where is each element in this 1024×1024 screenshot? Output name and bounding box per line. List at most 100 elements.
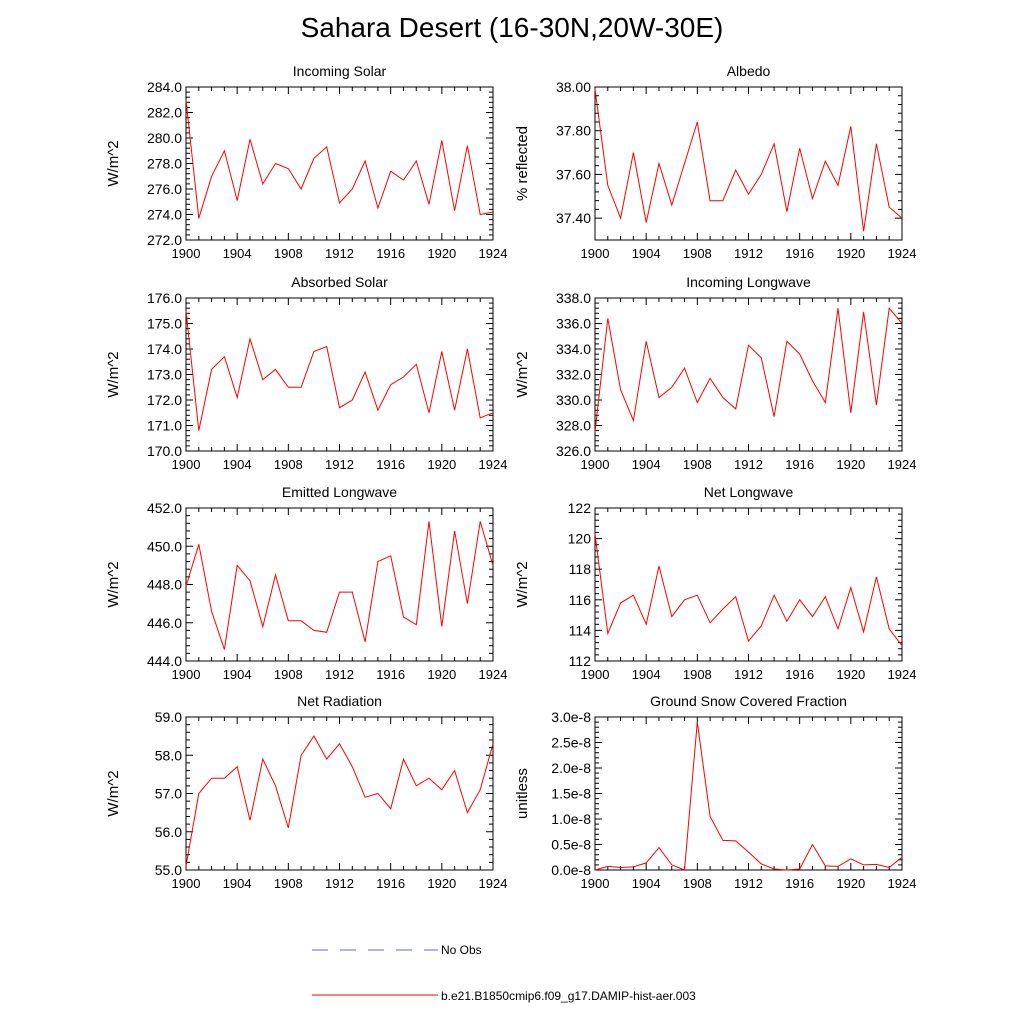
y-tick-label: 38.00 <box>556 79 591 95</box>
panel-title: Ground Snow Covered Fraction <box>650 693 847 709</box>
x-tick-label: 1908 <box>274 667 303 682</box>
x-tick-label: 1916 <box>785 876 814 891</box>
y-tick-label: 272.0 <box>147 232 182 248</box>
series-line <box>185 310 494 431</box>
x-tick-label: 1924 <box>888 246 917 261</box>
y-axis-label: W/m^2 <box>514 561 531 607</box>
y-tick-label: 282.0 <box>147 105 182 121</box>
y-tick-label: 58.0 <box>155 747 182 763</box>
y-tick-label: 118 <box>569 561 592 577</box>
y-tick-label: 332.0 <box>556 367 591 383</box>
y-tick-label: 116 <box>569 592 592 608</box>
series-line <box>594 89 903 232</box>
y-tick-label: 338.0 <box>556 290 591 306</box>
x-tick-label: 1900 <box>172 876 201 891</box>
y-tick-label: 2.5e-8 <box>551 735 591 751</box>
y-tick-label: 274.0 <box>147 207 182 223</box>
y-tick-label: 444.0 <box>147 653 182 669</box>
x-tick-label: 1924 <box>479 457 508 472</box>
x-tick-label: 1904 <box>223 457 252 472</box>
panel-title: Absorbed Solar <box>291 274 388 290</box>
x-tick-label: 1908 <box>683 876 712 891</box>
plot-frame <box>185 716 494 871</box>
y-tick-label: 120 <box>568 531 592 547</box>
panel-net-radiation: 1900 1904 1908 1912 1916 1920 1924 55.0 56.0 57.0… <box>105 693 507 891</box>
x-tick-label: 1924 <box>479 246 508 261</box>
y-tick-label: 452.0 <box>147 500 182 516</box>
panel-title: Net Longwave <box>704 484 794 500</box>
y-tick-label: 112 <box>569 653 592 669</box>
y-tick-label: 326.0 <box>556 443 591 459</box>
y-axis-label: W/m^2 <box>105 561 122 607</box>
x-tick-label: 1924 <box>888 457 917 472</box>
y-tick-label: 175.0 <box>147 316 182 332</box>
plot-frame <box>185 86 494 241</box>
x-tick-label: 1900 <box>581 667 610 682</box>
x-tick-label: 1912 <box>734 246 763 261</box>
x-tick-label: 1900 <box>581 457 610 472</box>
x-tick-label: 1908 <box>683 246 712 261</box>
panel-title: Emitted Longwave <box>282 484 397 500</box>
panel-title: Incoming Solar <box>293 63 387 79</box>
x-tick-label: 1912 <box>734 876 763 891</box>
y-tick-label: 173.0 <box>147 367 182 383</box>
y-tick-label: 336.0 <box>556 316 591 332</box>
x-tick-label: 1912 <box>325 457 354 472</box>
series-line <box>185 99 494 219</box>
y-tick-label: 55.0 <box>155 862 182 878</box>
x-tick-label: 1904 <box>632 246 661 261</box>
plot-frame <box>594 507 903 662</box>
legend-obs-swatch <box>312 949 438 951</box>
x-tick-label: 1920 <box>427 246 456 261</box>
y-tick-label: 57.0 <box>155 786 182 802</box>
x-tick-label: 1904 <box>223 667 252 682</box>
series-line <box>594 722 903 871</box>
y-tick-label: 278.0 <box>147 156 182 172</box>
y-tick-label: 276.0 <box>147 181 182 197</box>
panel-albedo: 1900 1904 1908 1912 1916 1920 1924 37.40 37.60 37… <box>514 63 916 261</box>
y-tick-label: 171.0 <box>147 418 182 434</box>
x-tick-label: 1916 <box>785 667 814 682</box>
x-tick-label: 1908 <box>274 457 303 472</box>
x-tick-label: 1908 <box>683 457 712 472</box>
y-tick-label: 37.60 <box>556 166 591 182</box>
legend-model-label: b.e21.B1850cmip6.f09_g17.DAMIP-hist-aer.… <box>441 989 696 1003</box>
series-line <box>185 735 494 867</box>
y-tick-label: 284.0 <box>147 79 182 95</box>
series-line <box>185 521 494 650</box>
y-axis-label: % reflected <box>514 126 531 201</box>
y-axis-label: unitless <box>514 768 531 819</box>
y-tick-label: 446.0 <box>147 615 182 631</box>
x-tick-label: 1920 <box>427 457 456 472</box>
panel-net-longwave: 1900 1904 1908 1912 1916 1920 1924 112 114 116 118… <box>514 484 916 682</box>
x-tick-label: 1904 <box>632 876 661 891</box>
x-tick-label: 1916 <box>785 457 814 472</box>
panel-ground-snow-covered-fraction: 1900 1904 1908 1912 1916 1920 1924 0.0e-8 0.5e-8… <box>514 693 916 891</box>
y-tick-label: 0.5e-8 <box>551 837 591 853</box>
x-tick-label: 1904 <box>223 246 252 261</box>
panel-incoming-longwave: 1900 1904 1908 1912 1916 1920 1924 326.0 328.0 33… <box>514 274 916 472</box>
y-tick-label: 330.0 <box>556 392 591 408</box>
x-tick-label: 1924 <box>479 876 508 891</box>
x-tick-label: 1924 <box>888 876 917 891</box>
x-tick-label: 1912 <box>325 876 354 891</box>
x-tick-label: 1904 <box>632 457 661 472</box>
x-tick-label: 1916 <box>376 667 405 682</box>
page-title: Sahara Desert (16-30N,20W-30E) <box>300 12 724 43</box>
x-tick-label: 1900 <box>172 457 201 472</box>
x-tick-label: 1908 <box>274 876 303 891</box>
legend-model-swatch <box>312 994 438 996</box>
y-tick-label: 172.0 <box>147 392 182 408</box>
y-tick-label: 0.0e-8 <box>551 862 591 878</box>
x-tick-label: 1924 <box>479 667 508 682</box>
x-tick-label: 1908 <box>274 246 303 261</box>
y-axis-label: W/m^2 <box>514 351 531 397</box>
y-tick-label: 176.0 <box>147 290 182 306</box>
panel-emitted-longwave: 1900 1904 1908 1912 1916 1920 1924 444.0 446.0 44… <box>105 484 507 682</box>
x-tick-label: 1916 <box>376 457 405 472</box>
x-tick-label: 1920 <box>836 876 865 891</box>
y-tick-label: 1.0e-8 <box>551 811 591 827</box>
y-tick-label: 328.0 <box>556 418 591 434</box>
panel-title: Albedo <box>727 63 771 79</box>
